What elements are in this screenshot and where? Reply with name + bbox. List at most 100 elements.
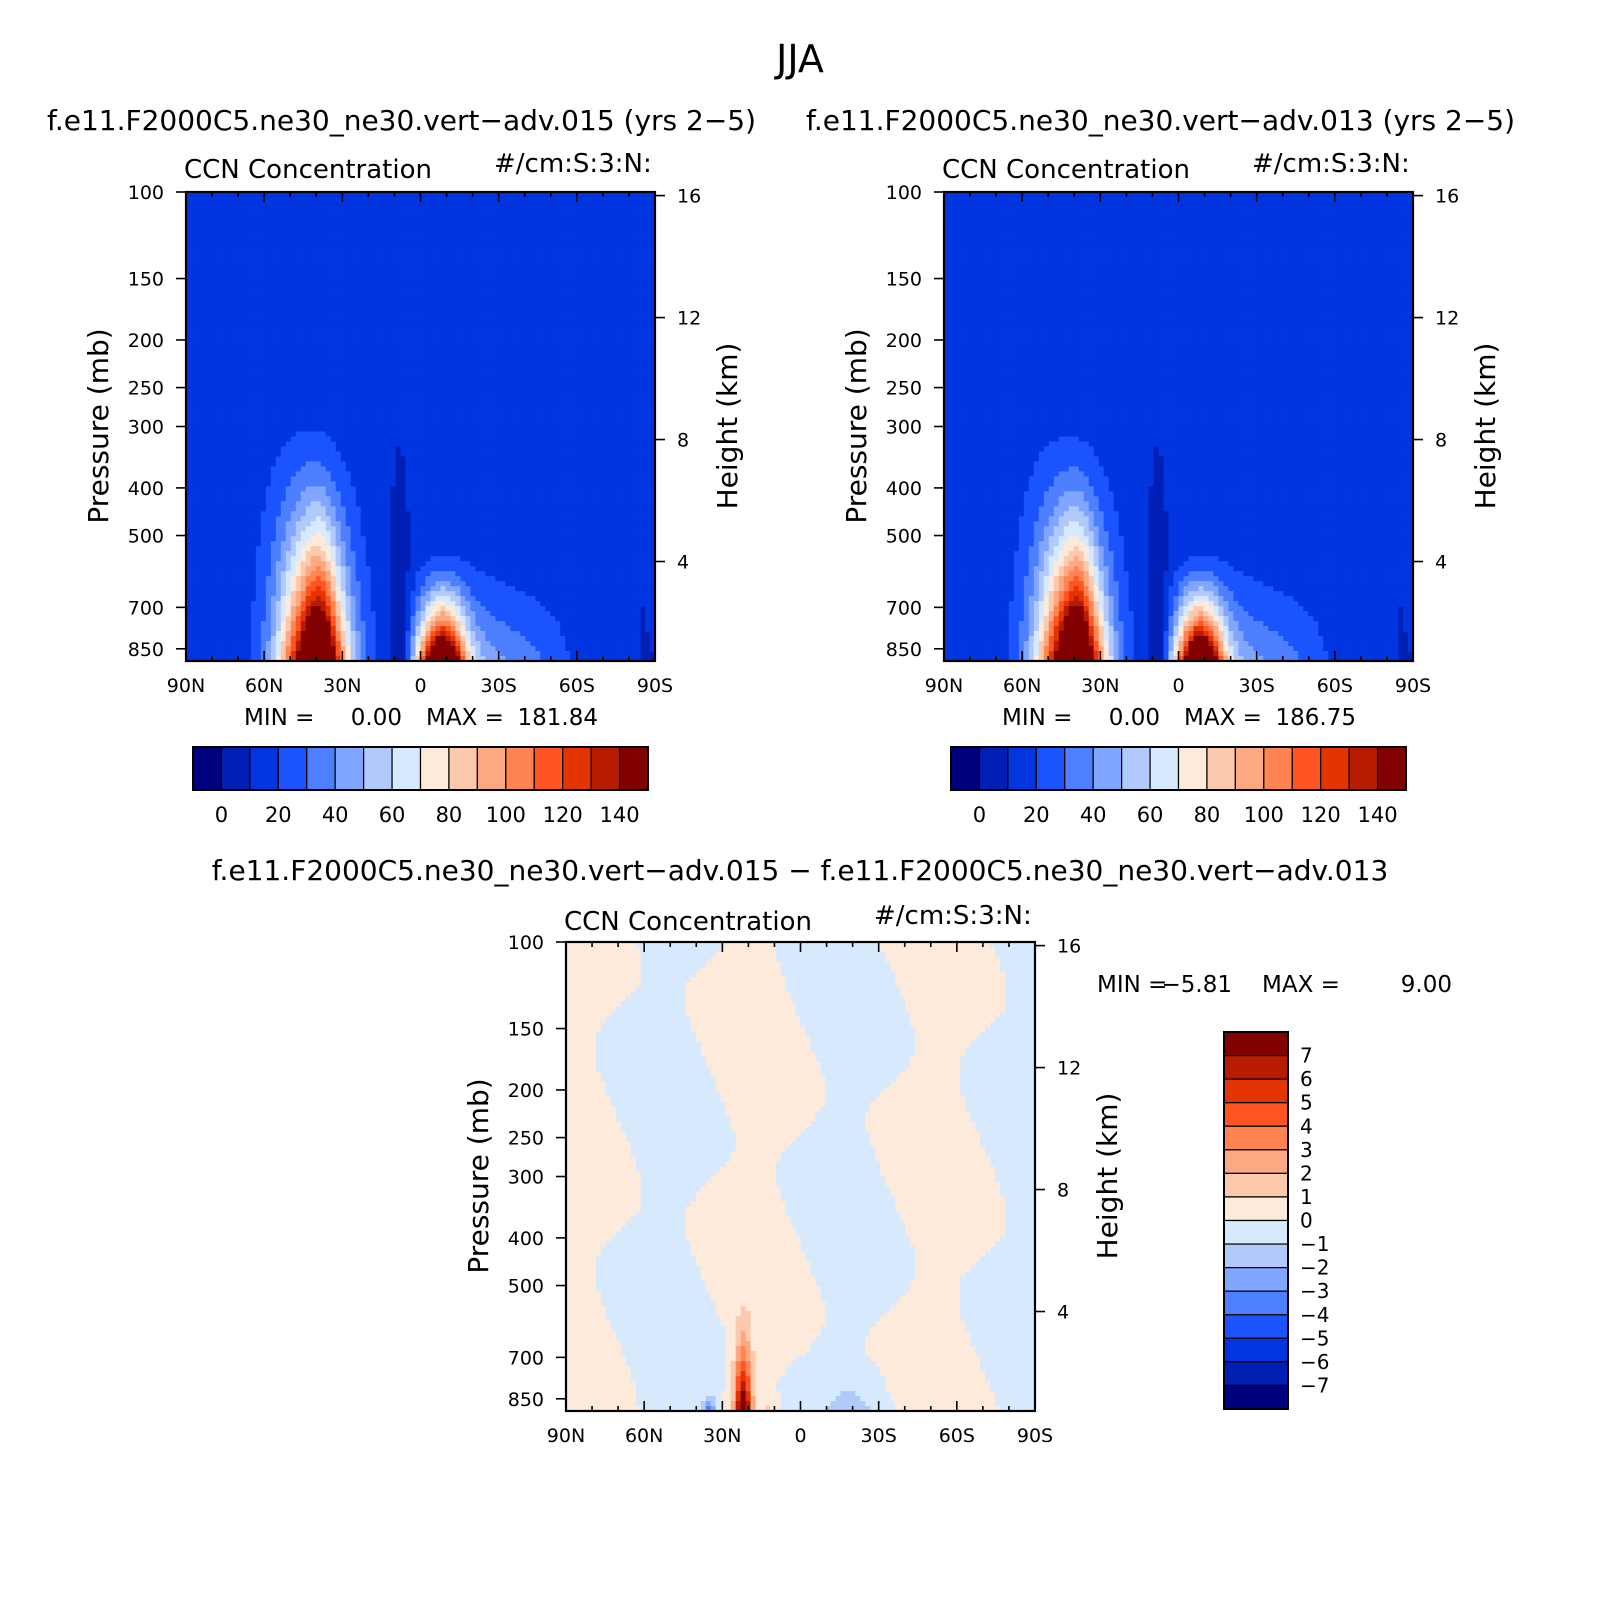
field-cell: [425, 281, 432, 288]
field-cell: [255, 256, 262, 263]
field-cell: [565, 356, 571, 363]
field-cell: [250, 341, 257, 348]
field-cell: [425, 192, 432, 198]
field-cell: [610, 241, 616, 248]
field-cell: [225, 251, 232, 258]
field-cell: [255, 236, 262, 243]
field-cell: [375, 401, 382, 408]
field-cell: [190, 321, 197, 328]
field-cell: [640, 276, 646, 283]
field-cell: [520, 416, 526, 423]
field-cell: [195, 376, 202, 383]
field-cell: [400, 446, 407, 453]
field-cell: [325, 306, 332, 313]
field-cell: [580, 411, 586, 418]
field-cell: [295, 381, 302, 388]
field-cell: [350, 221, 357, 228]
field-cell: [405, 216, 412, 223]
field-cell: [485, 321, 491, 328]
field-cell: [285, 296, 292, 303]
field-cell: [490, 341, 496, 348]
field-cell: [395, 421, 402, 428]
field-cell: [480, 341, 486, 348]
field-cell: [330, 346, 337, 353]
field-cell: [460, 371, 466, 378]
field-cell: [210, 396, 217, 403]
field-cell: [535, 306, 541, 313]
field-cell: [345, 192, 352, 198]
field-cell: [640, 401, 646, 408]
field-cell: [635, 286, 641, 293]
field-cell: [535, 376, 541, 383]
field-cell: [445, 211, 452, 218]
field-cell: [450, 241, 457, 248]
field-cell: [210, 296, 217, 303]
field-cell: [230, 296, 237, 303]
field-cell: [405, 196, 412, 203]
field-cell: [495, 386, 501, 393]
field-cell: [285, 201, 292, 208]
field-cell: [210, 251, 217, 258]
field-cell: [590, 211, 596, 218]
field-cell: [530, 192, 536, 198]
field-cell: [550, 426, 556, 433]
field-cell: [335, 321, 342, 328]
field-cell: [535, 406, 541, 413]
field-cell: [390, 241, 397, 248]
field-cell: [400, 356, 407, 363]
field-cell: [510, 441, 516, 448]
field-cell: [645, 436, 651, 443]
field-cell: [475, 311, 481, 318]
field-cell: [250, 216, 257, 223]
field-cell: [310, 236, 317, 243]
field-cell: [385, 316, 392, 323]
field-cell: [285, 391, 292, 398]
field-cell: [350, 256, 357, 263]
field-cell: [610, 391, 616, 398]
field-cell: [545, 261, 551, 268]
field-cell: [370, 266, 377, 273]
field-cell: [280, 246, 287, 253]
field-cell: [380, 276, 387, 283]
field-cell: [375, 226, 382, 233]
field-cell: [580, 276, 586, 283]
field-cell: [590, 396, 596, 403]
field-cell: [430, 416, 437, 423]
field-cell: [395, 396, 402, 403]
field-cell: [640, 311, 646, 318]
field-cell: [615, 386, 621, 393]
field-cell: [240, 321, 247, 328]
field-cell: [445, 271, 452, 278]
field-cell: [410, 436, 417, 443]
field-cell: [560, 376, 566, 383]
field-cell: [585, 386, 591, 393]
field-cell: [440, 331, 447, 338]
field-cell: [645, 281, 651, 288]
field-cell: [615, 321, 621, 328]
field-cell: [300, 396, 307, 403]
field-cell: [490, 261, 496, 268]
field-cell: [455, 226, 462, 233]
field-cell: [380, 256, 387, 263]
field-cell: [635, 411, 641, 418]
field-cell: [340, 341, 347, 348]
field-cell: [520, 286, 526, 293]
field-cell: [210, 416, 217, 423]
field-cell: [335, 406, 342, 413]
field-cell: [265, 416, 272, 423]
field-cell: [635, 221, 641, 228]
field-cell: [605, 301, 611, 308]
field-cell: [530, 276, 536, 283]
field-cell: [615, 426, 621, 433]
field-cell: [490, 241, 496, 248]
field-cell: [325, 376, 332, 383]
field-cell: [460, 251, 466, 258]
field-cell: [255, 286, 262, 293]
field-cell: [205, 446, 212, 453]
field-cell: [390, 351, 397, 358]
field-cell: [265, 396, 272, 403]
field-cell: [590, 286, 596, 293]
field-cell: [235, 426, 242, 433]
field-cell: [605, 376, 611, 383]
field-cell: [620, 331, 626, 338]
